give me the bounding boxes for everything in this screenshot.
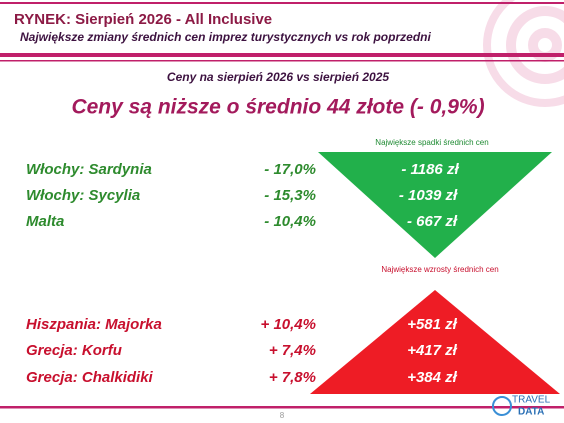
percent-change: - 17,0% <box>264 161 316 178</box>
logo: TRAVEL DATA <box>492 395 551 418</box>
percent-change: + 7,8% <box>269 369 316 386</box>
period: Ceny na sierpień 2026 vs sierpień 2025 <box>167 70 389 84</box>
price-change: +384 zł <box>407 369 457 386</box>
header-rule-thin <box>0 60 564 62</box>
destination: Grecja: Chalkidiki <box>26 369 154 386</box>
percent-change: + 7,4% <box>269 342 316 359</box>
percent-change: + 10,4% <box>261 316 316 333</box>
destination: Malta <box>26 213 64 230</box>
price-change: +417 zł <box>407 342 457 359</box>
increase-triangle <box>310 290 560 394</box>
subtitle: Największe zmiany średnich cen imprez tu… <box>20 30 431 44</box>
percent-change: - 10,4% <box>264 213 316 230</box>
decrease-triangle <box>318 152 552 258</box>
price-change: - 667 zł <box>407 213 458 230</box>
title: RYNEK: Sierpień 2026 - All Inclusive <box>14 11 272 28</box>
increase-label: Największe wzrosty średnich cen <box>381 265 498 274</box>
logo-mark <box>492 396 512 416</box>
page-number: 8 <box>280 411 285 420</box>
header-rule <box>0 53 564 57</box>
logo-top: TRAVEL <box>512 395 551 406</box>
destination: Włochy: Sardynia <box>26 161 152 178</box>
destination: Hiszpania: Majorka <box>26 316 162 333</box>
bottom-rule <box>0 406 564 409</box>
destination: Włochy: Sycylia <box>26 187 140 204</box>
top-rule <box>0 2 564 4</box>
price-change: - 1186 zł <box>401 161 459 178</box>
destination: Grecja: Korfu <box>26 342 122 359</box>
price-change: - 1039 zł <box>399 187 458 204</box>
price-change: +581 zł <box>407 316 457 333</box>
percent-change: - 15,3% <box>264 187 316 204</box>
logo-bottom: DATA <box>518 407 544 418</box>
decrease-label: Największe spadki średnich cen <box>375 138 488 147</box>
headline: Ceny są niższe o średnio 44 złote (- 0,9… <box>71 96 484 119</box>
